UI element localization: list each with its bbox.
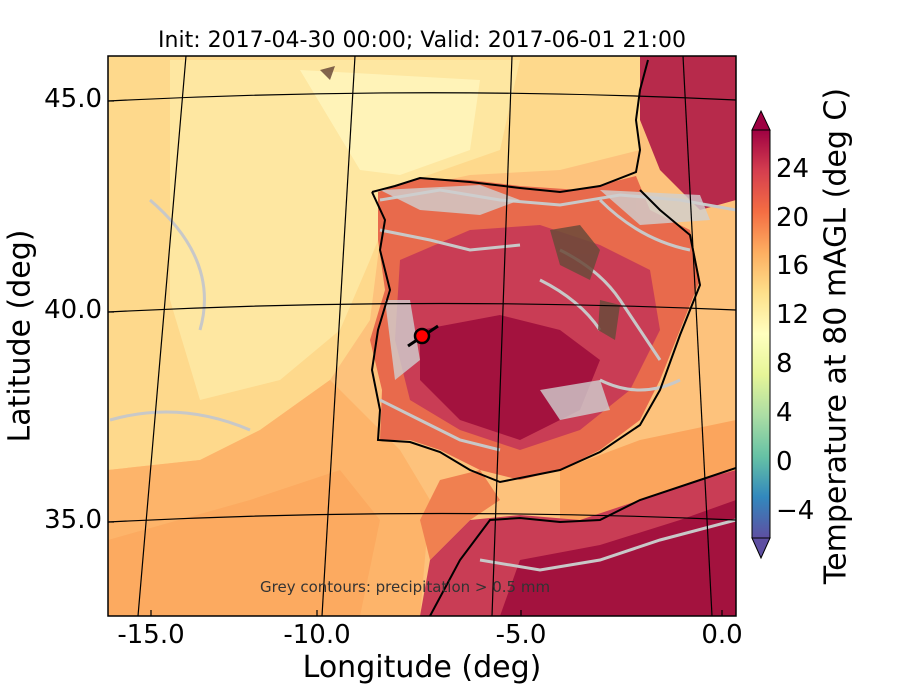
colorbar-tick: 16: [776, 251, 810, 281]
colorbar-tick: 0: [776, 447, 793, 477]
x-tick-minus10: -10.0: [283, 620, 351, 650]
precip-annotation: Grey contours: precipitation > 0.5 mm: [260, 578, 551, 596]
colorbar-tick: 4: [776, 398, 793, 428]
x-tick-0: 0.0: [701, 620, 743, 650]
colorbar-tick: 20: [776, 203, 810, 233]
colorbar: [751, 109, 771, 560]
y-axis-label: Latitude (deg): [2, 229, 38, 443]
precip-contours: [109, 188, 736, 572]
graticule: [108, 56, 736, 616]
colorbar-label: Temperature at 80 mAGL (deg C): [818, 87, 854, 585]
x-tick-minus5: -5.0: [495, 620, 547, 650]
location-marker: [407, 324, 439, 348]
map-title: Init: 2017-04-30 00:00; Valid: 2017-06-0…: [158, 28, 686, 53]
coastline: [370, 59, 736, 616]
colorbar-tick: 12: [776, 300, 810, 330]
y-tick-40: 40.0: [44, 295, 102, 325]
x-tick-minus15: -15.0: [117, 620, 185, 650]
colorbar-tick: 24: [776, 154, 810, 184]
y-tick-35: 35.0: [44, 505, 102, 535]
colorbar-tick: 8: [776, 349, 793, 379]
y-tick-45: 45.0: [44, 84, 102, 114]
colorbar-tick: −4: [776, 496, 815, 526]
x-axis-label: Longitude (deg): [302, 650, 542, 685]
